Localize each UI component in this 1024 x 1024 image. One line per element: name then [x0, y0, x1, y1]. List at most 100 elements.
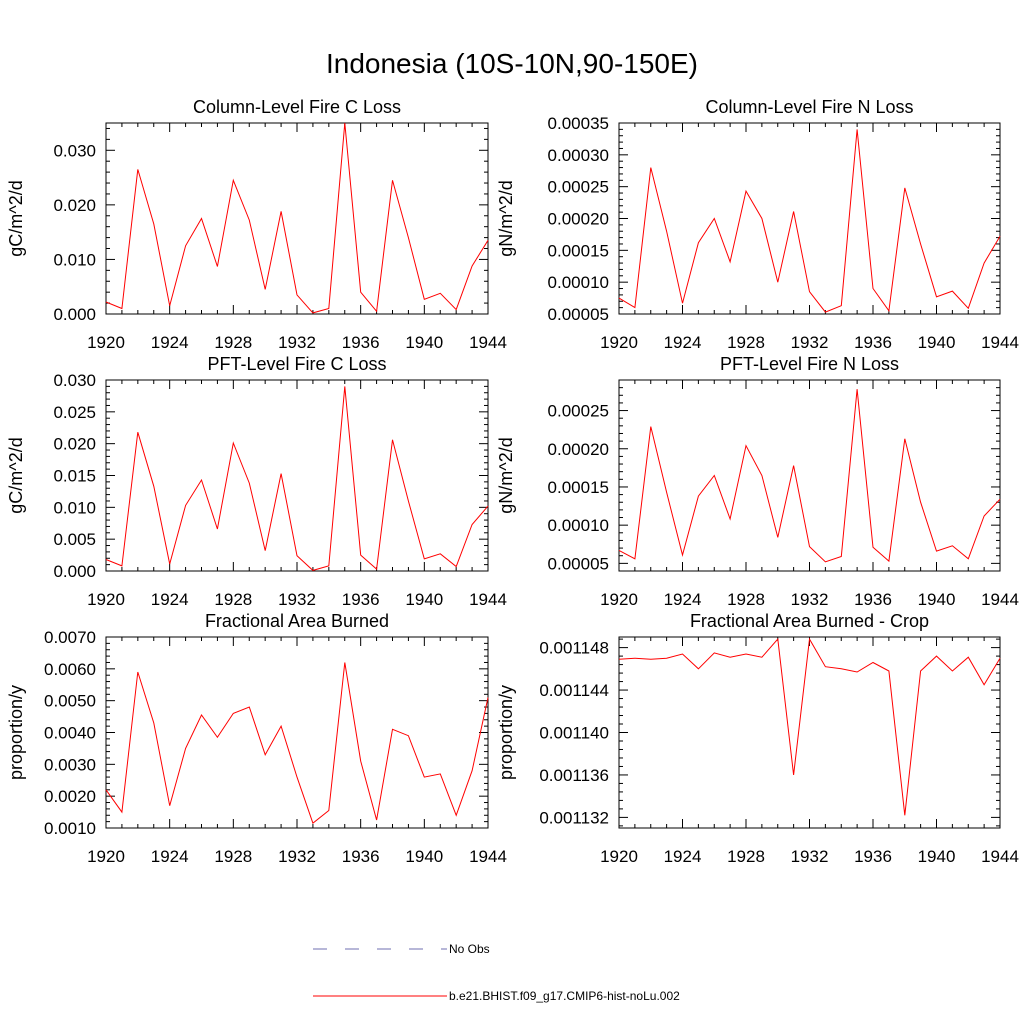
y-tick-label: 0.00010	[548, 273, 609, 292]
plot-frame	[618, 379, 1001, 572]
x-tick-label: 1944	[469, 333, 507, 352]
x-tick-label: 1940	[918, 847, 956, 866]
y-axis-label: proportion/y	[496, 685, 516, 780]
chart-panel-4: 1920 1924 1928 1932 1936 1940 1944 0.00005 0.000…	[496, 354, 1019, 609]
panel-title: Column-Level Fire C Loss	[193, 97, 401, 117]
y-tick-label: 0.020	[53, 435, 96, 454]
x-tick-label: 1928	[214, 590, 252, 609]
x-tick-label: 1940	[405, 590, 443, 609]
plot-frame	[618, 636, 1001, 829]
x-tick-label: 1944	[469, 847, 507, 866]
y-tick-label: 0.001140	[539, 724, 609, 743]
y-tick-label: 0.0010	[44, 819, 96, 838]
x-tick-label: 1928	[727, 847, 765, 866]
x-tick-label: 1936	[342, 333, 380, 352]
x-tick-label: 1936	[854, 847, 892, 866]
y-tick-label: 0.005	[53, 530, 96, 549]
y-tick-label: 0.010	[53, 498, 96, 517]
x-tick-label: 1932	[278, 590, 316, 609]
series-line	[105, 122, 489, 314]
y-axis-label: gN/m^2/d	[496, 180, 516, 256]
x-tick-label: 1920	[87, 847, 125, 866]
y-tick-label: 0.001148	[539, 639, 609, 658]
x-tick-label: 1944	[469, 590, 507, 609]
x-tick-label: 1920	[600, 590, 638, 609]
y-tick-label: 0.025	[53, 403, 96, 422]
y-axis-label: gN/m^2/d	[496, 437, 516, 513]
x-tick-label: 1920	[87, 333, 125, 352]
y-tick-label: 0.010	[53, 250, 96, 269]
chart-panel-5: 1920 1924 1928 1932 1936 1940 1944 0.0010 0.0020…	[6, 611, 507, 866]
x-tick-label: 1932	[791, 847, 829, 866]
series-line	[618, 637, 1001, 816]
y-axis-label: gC/m^2/d	[6, 437, 26, 513]
x-tick-label: 1944	[981, 847, 1019, 866]
series-line	[105, 386, 489, 571]
x-tick-label: 1928	[214, 333, 252, 352]
y-tick-label: 0.001136	[539, 766, 609, 785]
y-axis-label: gC/m^2/d	[6, 180, 26, 256]
y-tick-label: 0.0020	[44, 787, 96, 806]
x-tick-label: 1932	[791, 590, 829, 609]
x-tick-label: 1936	[854, 590, 892, 609]
figure-title: Indonesia (10S-10N,90-150E)	[325, 48, 698, 79]
x-tick-label: 1924	[151, 590, 189, 609]
chart-panel-1: 1920 1924 1928 1932 1936 1940 1944 0.000 0.010 0.…	[6, 97, 507, 352]
x-tick-label: 1928	[214, 847, 252, 866]
y-tick-label: 0.00030	[548, 146, 609, 165]
plot-frame	[105, 636, 489, 829]
x-tick-label: 1936	[342, 847, 380, 866]
y-tick-label: 0.001132	[539, 808, 609, 827]
x-tick-label: 1940	[918, 333, 956, 352]
y-tick-label: 0.000	[53, 562, 96, 581]
x-tick-label: 1920	[87, 590, 125, 609]
y-tick-label: 0.00035	[548, 114, 609, 133]
panel-title: Column-Level Fire N Loss	[705, 97, 913, 117]
x-tick-label: 1924	[664, 333, 702, 352]
y-tick-label: 0.0060	[44, 660, 96, 679]
chart-panel-6: 1920 1924 1928 1932 1936 1940 1944 0.001132 0.00…	[496, 611, 1019, 866]
x-tick-label: 1936	[342, 590, 380, 609]
y-tick-label: 0.00025	[548, 178, 609, 197]
y-tick-label: 0.0030	[44, 755, 96, 774]
chart-panel-2: 1920 1924 1928 1932 1936 1940 1944 0.00005 0.000…	[496, 97, 1019, 352]
plot-frame	[618, 122, 1001, 315]
y-tick-label: 0.020	[53, 196, 96, 215]
y-tick-label: 0.015	[53, 467, 96, 486]
x-tick-label: 1932	[278, 333, 316, 352]
x-tick-label: 1924	[151, 847, 189, 866]
y-tick-label: 0.000	[53, 305, 96, 324]
y-tick-label: 0.00015	[548, 241, 609, 260]
panel-title: Fractional Area Burned	[205, 611, 389, 631]
panel-title: PFT-Level Fire C Loss	[207, 354, 386, 374]
y-tick-label: 0.00005	[548, 554, 609, 573]
y-tick-label: 0.030	[53, 141, 96, 160]
y-tick-label: 0.00020	[548, 210, 609, 229]
x-tick-label: 1944	[981, 333, 1019, 352]
x-tick-label: 1932	[791, 333, 829, 352]
series-line	[105, 662, 489, 825]
series-line	[618, 129, 1001, 313]
x-tick-label: 1940	[405, 847, 443, 866]
y-tick-label: 0.00020	[548, 440, 609, 459]
y-tick-label: 0.0050	[44, 692, 96, 711]
panel-title: PFT-Level Fire N Loss	[720, 354, 899, 374]
chart-panel-3: 1920 1924 1928 1932 1936 1940 1944 0.000 0.005 0.…	[6, 354, 507, 609]
x-tick-label: 1936	[854, 333, 892, 352]
y-tick-label: 0.0070	[44, 628, 96, 647]
x-tick-label: 1940	[918, 590, 956, 609]
y-tick-label: 0.00005	[548, 305, 609, 324]
x-tick-label: 1932	[278, 847, 316, 866]
series-line	[618, 389, 1001, 563]
y-tick-label: 0.0040	[44, 724, 96, 743]
y-tick-label: 0.030	[53, 371, 96, 390]
x-tick-label: 1928	[727, 333, 765, 352]
x-tick-label: 1920	[600, 333, 638, 352]
y-tick-label: 0.00025	[548, 402, 609, 421]
x-tick-label: 1928	[727, 590, 765, 609]
y-tick-label: 0.00010	[548, 516, 609, 535]
y-tick-label: 0.001144	[539, 681, 609, 700]
y-axis-label: proportion/y	[6, 685, 26, 780]
x-tick-label: 1924	[151, 333, 189, 352]
